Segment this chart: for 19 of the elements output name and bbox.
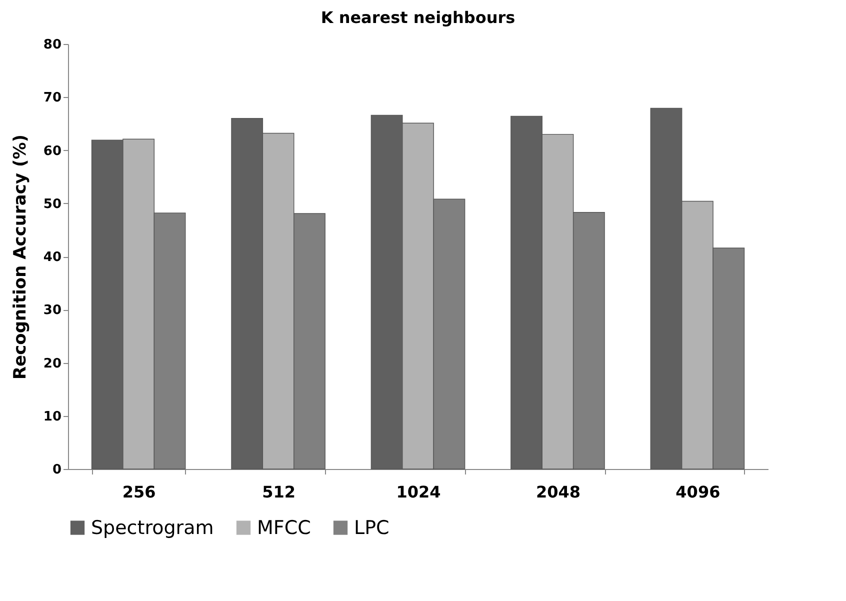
y-tick-label: 70 bbox=[43, 90, 62, 106]
x-tick-label: 1024 bbox=[396, 482, 441, 502]
x-tick-label: 4096 bbox=[676, 482, 720, 502]
x-tick-label: 256 bbox=[122, 482, 156, 502]
chart-title: K nearest neighbours bbox=[320, 8, 516, 27]
legend-label: LPC bbox=[354, 516, 390, 539]
x-tick-label: 2048 bbox=[536, 482, 580, 502]
y-tick-label: 40 bbox=[43, 250, 62, 265]
y-tick-label: 50 bbox=[43, 196, 62, 212]
y-tick-label: 0 bbox=[52, 462, 62, 478]
y-tick-label: 60 bbox=[43, 144, 62, 159]
y-tick-label: 30 bbox=[43, 303, 62, 318]
x-tick-label: 512 bbox=[262, 482, 296, 502]
legend-label: Spectrogram bbox=[91, 516, 214, 539]
y-tick-label: 80 bbox=[43, 38, 62, 52]
legend-label: MFCC bbox=[257, 516, 311, 539]
y-axis-title: Recognition Accuracy (%) bbox=[10, 134, 30, 380]
y-tick-label: 10 bbox=[43, 409, 62, 424]
y-tick-label: 20 bbox=[43, 356, 62, 372]
